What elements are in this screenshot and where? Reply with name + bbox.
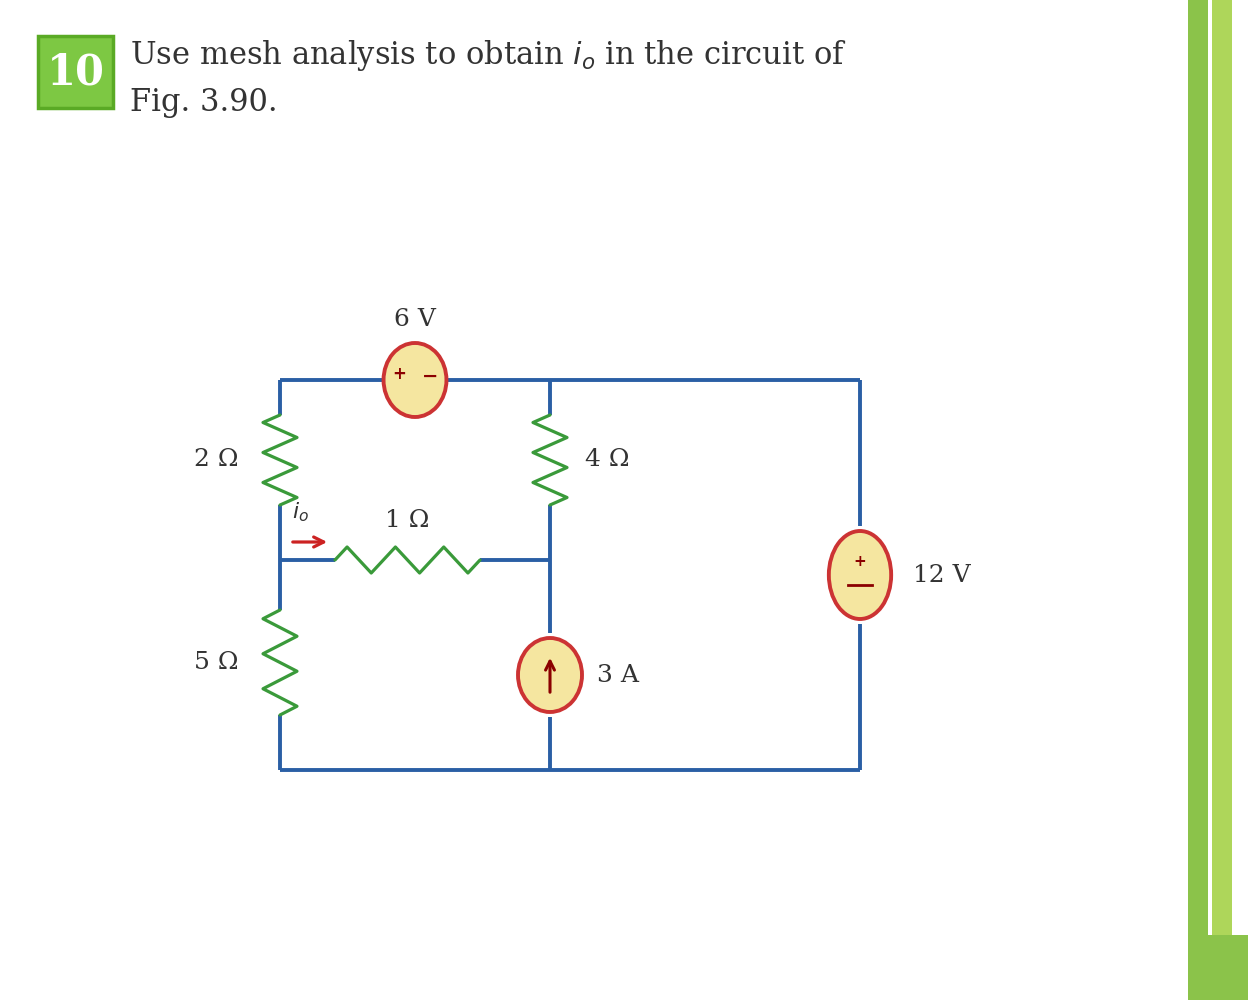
Text: 4 Ω: 4 Ω — [585, 448, 629, 472]
Text: −: − — [421, 366, 438, 385]
Text: $i_o$: $i_o$ — [292, 500, 309, 524]
Text: 6 V: 6 V — [394, 308, 437, 331]
Text: +: + — [854, 554, 867, 568]
Ellipse shape — [518, 638, 582, 712]
Text: 2 Ω: 2 Ω — [194, 448, 238, 472]
Text: Use mesh analysis to obtain $i_o$ in the circuit of: Use mesh analysis to obtain $i_o$ in the… — [130, 38, 847, 73]
Text: 12 V: 12 V — [913, 564, 971, 586]
Bar — [1188, 0, 1208, 935]
Bar — [1188, 935, 1248, 1000]
Ellipse shape — [384, 343, 447, 417]
Text: Fig. 3.90.: Fig. 3.90. — [130, 87, 278, 117]
Text: 5 Ω: 5 Ω — [194, 651, 238, 674]
Text: +: + — [392, 365, 406, 383]
Text: 10: 10 — [47, 51, 104, 93]
Bar — [1211, 0, 1232, 935]
Text: 3 A: 3 A — [598, 664, 639, 686]
Ellipse shape — [829, 531, 891, 619]
Text: 1 Ω: 1 Ω — [385, 509, 430, 532]
FancyBboxPatch shape — [38, 36, 113, 108]
